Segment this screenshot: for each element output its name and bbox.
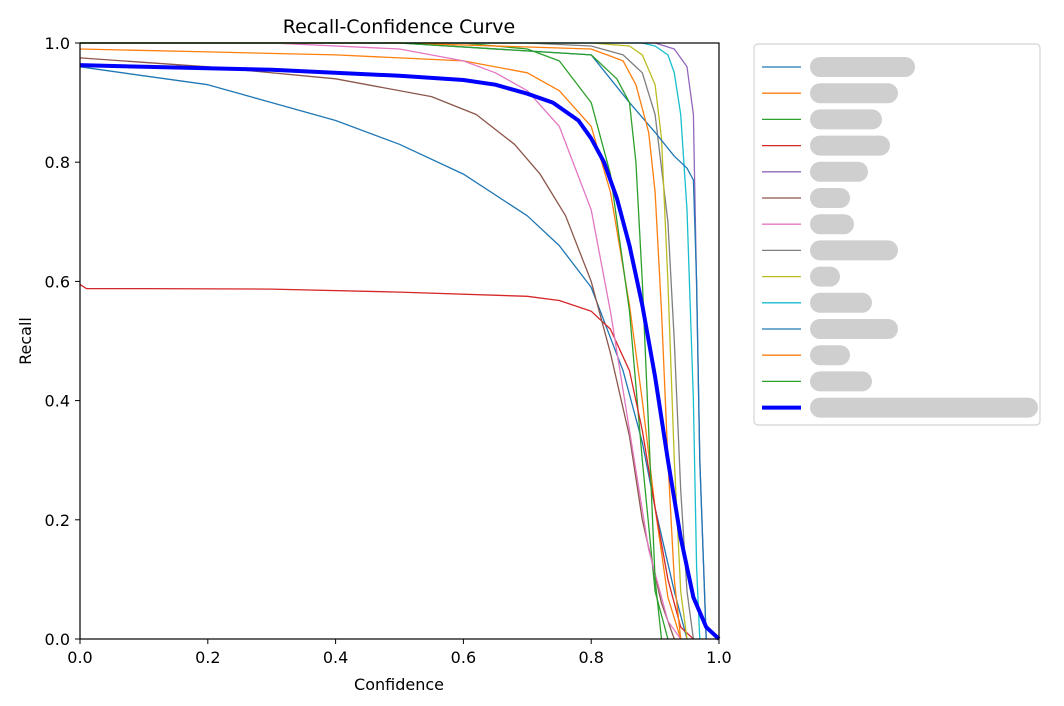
x-tick-label: 0.4 bbox=[323, 648, 348, 667]
series-line-13 bbox=[80, 42, 663, 640]
series-line-8 bbox=[80, 42, 695, 640]
y-axis-label: Recall bbox=[16, 317, 35, 365]
chart-title: Recall-Confidence Curve bbox=[283, 16, 515, 38]
legend-label-obscured-3 bbox=[810, 109, 882, 130]
y-tick-label: 0.6 bbox=[45, 272, 70, 291]
legend-label-obscured-6 bbox=[810, 188, 850, 208]
series-line-14 bbox=[79, 63, 721, 641]
x-tick-label: 0.0 bbox=[67, 648, 92, 667]
legend-label-obscured-4 bbox=[810, 135, 890, 156]
y-tick-label: 0.4 bbox=[45, 392, 70, 411]
legend bbox=[753, 43, 1041, 426]
legend-label-obscured-2 bbox=[810, 83, 898, 104]
y-tick-label: 1.0 bbox=[45, 34, 70, 53]
series-line-3 bbox=[80, 42, 669, 640]
y-tick-label: 0.0 bbox=[45, 630, 70, 649]
legend-label-obscured-12 bbox=[810, 345, 850, 366]
series-line-7 bbox=[80, 42, 682, 640]
y-axis: 0.0 0.2 0.4 0.6 0.8 1.0 bbox=[45, 34, 80, 649]
legend-box bbox=[753, 43, 1041, 426]
series-line-9 bbox=[80, 42, 688, 640]
legend-label-obscured-5 bbox=[810, 161, 868, 182]
y-tick-label: 0.2 bbox=[45, 511, 70, 530]
x-axis-label: Confidence bbox=[354, 675, 444, 694]
series-line-1 bbox=[79, 66, 688, 640]
x-tick-label: 1.0 bbox=[706, 648, 731, 667]
series-line-6 bbox=[79, 57, 675, 640]
curves-layer bbox=[79, 42, 721, 641]
legend-label-obscured-1 bbox=[810, 57, 915, 77]
legend-label-obscured-10 bbox=[810, 292, 872, 313]
legend-label-obscured-9 bbox=[810, 266, 840, 287]
x-axis: 0.0 0.2 0.4 0.6 0.8 1.0 bbox=[67, 639, 732, 667]
series-line-12 bbox=[80, 42, 682, 640]
legend-label-obscured-11 bbox=[810, 319, 898, 339]
y-tick-label: 0.8 bbox=[45, 153, 70, 172]
legend-label-obscured-8 bbox=[810, 240, 898, 261]
legend-label-obscured-7 bbox=[810, 214, 854, 235]
series-line-4 bbox=[79, 283, 694, 640]
x-tick-label: 0.2 bbox=[195, 648, 220, 667]
x-tick-label: 0.6 bbox=[451, 648, 476, 667]
legend-label-obscured-14 bbox=[810, 397, 1038, 418]
x-tick-label: 0.8 bbox=[578, 648, 603, 667]
legend-label-obscured-13 bbox=[810, 371, 872, 392]
plot-frame bbox=[79, 42, 720, 640]
